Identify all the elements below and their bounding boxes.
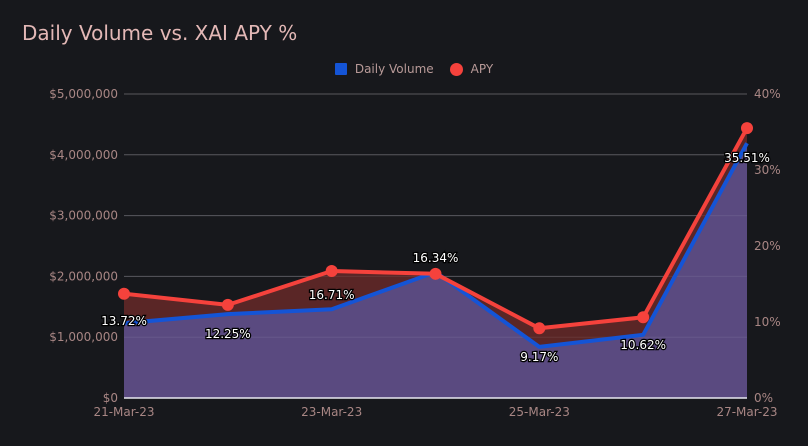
apy-data-label: 16.34% — [413, 251, 459, 265]
y-right-tick-label: 10% — [754, 315, 781, 329]
x-tick-label: 25-Mar-23 — [509, 405, 570, 419]
legend-label-apy: APY — [470, 62, 494, 76]
y-left-tick-label: $2,000,000 — [49, 269, 118, 283]
y-left-tick-label: $4,000,000 — [49, 148, 118, 162]
chart-legend: Daily Volume APY — [0, 62, 808, 76]
apy-point — [325, 265, 338, 278]
apy-data-label: 35.51% — [724, 151, 770, 165]
y-right-tick-label: 0% — [754, 391, 773, 405]
apy-data-label: 16.71% — [309, 288, 355, 302]
legend-swatch-daily-volume — [334, 63, 347, 75]
apy-point — [533, 322, 546, 335]
apy-point — [429, 267, 442, 280]
y-right-tick-label: 20% — [754, 239, 781, 253]
legend-item-apy[interactable]: APY — [449, 62, 494, 76]
y-right-tick-label: 30% — [754, 163, 781, 177]
apy-point — [741, 122, 753, 135]
legend-item-daily-volume[interactable]: Daily Volume — [334, 62, 434, 76]
apy-data-label: 9.17% — [520, 350, 558, 364]
x-tick-label: 23-Mar-23 — [301, 405, 362, 419]
y-left-tick-label: $3,000,000 — [49, 209, 118, 223]
y-left-tick-label: $0 — [103, 391, 118, 405]
apy-point — [221, 298, 234, 311]
apy-point — [118, 287, 130, 300]
chart-title: Daily Volume vs. XAI APY % — [22, 21, 298, 45]
y-left-tick-label: $1,000,000 — [49, 330, 118, 344]
y-right-tick-label: 40% — [754, 87, 781, 101]
y-left-tick-label: $5,000,000 — [49, 87, 118, 101]
daily-volume-area — [124, 143, 747, 398]
legend-swatch-apy — [449, 62, 463, 76]
apy-data-label: 10.62% — [620, 338, 666, 352]
apy-point — [637, 311, 650, 324]
apy-data-label: 12.25% — [205, 327, 251, 341]
apy-data-label: 13.72% — [101, 314, 147, 328]
legend-label-daily-volume: Daily Volume — [354, 62, 434, 76]
x-tick-label: 27-Mar-23 — [716, 405, 777, 419]
x-tick-label: 21-Mar-23 — [93, 405, 154, 419]
